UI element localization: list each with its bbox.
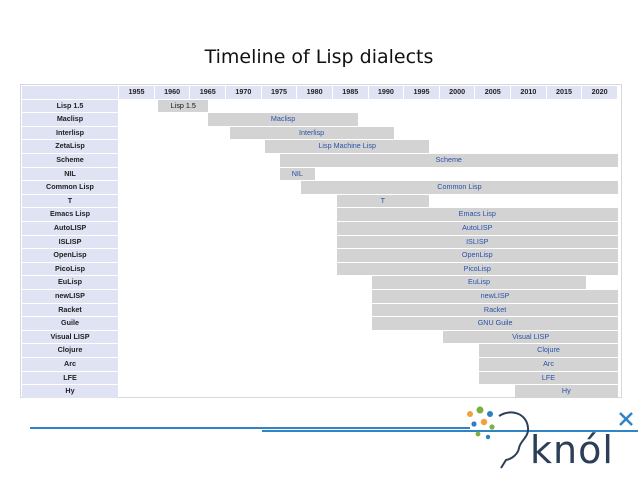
timeline-bar: T xyxy=(336,194,430,208)
year-header-1980: 1980 xyxy=(297,86,332,99)
timeline-grid: 1955 1960 1965 1970 1975 1980 1985 1990 1995 2000… xyxy=(22,86,618,398)
dialect-name: T xyxy=(22,194,118,208)
dialect-row-scheme: Scheme Scheme xyxy=(22,154,618,167)
timeline-bar: Clojure xyxy=(479,344,618,357)
dialect-row-picolisp: PicoLisp PicoLisp xyxy=(22,262,618,276)
dialect-row-racket: Racket Racket xyxy=(22,303,618,317)
timeline-bar: LFE xyxy=(479,371,618,385)
dialect-name: Emacs Lisp xyxy=(22,208,118,221)
slide-title: Timeline of Lisp dialects xyxy=(204,46,434,68)
timeline-bar: newLISP xyxy=(372,290,618,303)
year-header-2020: 2020 xyxy=(582,86,617,99)
dialect-name: AutoLISP xyxy=(22,222,118,235)
dialect-name: PicoLisp xyxy=(22,262,118,276)
knol-logo xyxy=(30,406,638,469)
timeline-bar: AutoLISP xyxy=(336,222,618,235)
dialect-row-maclisp: Maclisp Maclisp xyxy=(22,113,618,126)
timeline-bar: ISLISP xyxy=(336,235,618,249)
dialect-row-islisp: ISLISP ISLISP xyxy=(22,235,618,249)
timeline-bar: Scheme xyxy=(279,154,618,167)
dialect-row-nil: NIL NIL xyxy=(22,167,618,181)
timeline-bar: EuLisp xyxy=(372,276,586,289)
timeline-bar: Racket xyxy=(372,303,618,317)
dialect-name: Scheme xyxy=(22,154,118,167)
year-header-1975: 1975 xyxy=(261,86,297,99)
year-header-1960: 1960 xyxy=(154,86,190,99)
logo-wordmark: knól xyxy=(530,428,614,472)
dialect-row-eulisp: EuLisp EuLisp xyxy=(22,276,618,289)
dialect-name: Arc xyxy=(22,358,118,371)
dialect-name: EuLisp xyxy=(22,276,118,289)
dialect-name: Interlisp xyxy=(22,126,118,140)
dialect-row-newlisp: newLISP newLISP xyxy=(22,290,618,303)
year-header-2010: 2010 xyxy=(511,86,546,99)
dialect-name: Clojure xyxy=(22,344,118,357)
dialect-row-common-lisp: Common Lisp Common Lisp xyxy=(22,181,618,194)
timeline-bar: Arc xyxy=(479,358,618,371)
dialect-row-emacs-lisp: Emacs Lisp Emacs Lisp xyxy=(22,208,618,221)
dialect-name: ZetaLisp xyxy=(22,140,118,153)
timeline-bar: GNU Guile xyxy=(372,317,618,330)
year-header-row: 1955 1960 1965 1970 1975 1980 1985 1990 1995 2000… xyxy=(22,86,618,99)
dialect-name: Racket xyxy=(22,303,118,317)
dialect-row-guile: Guile GNU Guile xyxy=(22,317,618,330)
year-header-2015: 2015 xyxy=(546,86,582,99)
timeline-bar: Interlisp xyxy=(229,126,394,140)
dialect-name: LFE xyxy=(22,371,118,385)
year-header-1985: 1985 xyxy=(332,86,368,99)
dialect-row-visual-lisp: Visual LISP Visual LISP xyxy=(22,330,618,344)
dialect-row-clojure: Clojure Clojure xyxy=(22,344,618,357)
timeline-bar: Hy xyxy=(514,385,618,398)
dialect-row-hy: Hy Hy xyxy=(22,385,618,398)
year-header-2005: 2005 xyxy=(475,86,511,99)
dialect-row-zetalisp: ZetaLisp Lisp Machine Lisp xyxy=(22,140,618,153)
dialect-name: Guile xyxy=(22,317,118,330)
timeline-bar: PicoLisp xyxy=(336,262,618,276)
timeline-bar: Maclisp xyxy=(208,113,358,126)
dialect-name: OpenLisp xyxy=(22,249,118,262)
dialect-row-openlisp: OpenLisp OpenLisp xyxy=(22,249,618,262)
dialect-name: Lisp 1.5 xyxy=(22,99,118,113)
timeline-bar: Common Lisp xyxy=(300,181,618,194)
dialect-name: Visual LISP xyxy=(22,330,118,344)
dialect-name: ISLISP xyxy=(22,235,118,249)
dialect-row-interlisp: Interlisp Interlisp xyxy=(22,126,618,140)
dialect-name: Maclisp xyxy=(22,113,118,126)
year-header-1995: 1995 xyxy=(404,86,439,99)
year-header-1970: 1970 xyxy=(226,86,261,99)
timeline-bar: Lisp Machine Lisp xyxy=(265,140,430,153)
year-header-1955: 1955 xyxy=(119,86,154,99)
year-header-1990: 1990 xyxy=(368,86,404,99)
dialect-name: Common Lisp xyxy=(22,181,118,194)
dialect-name: NIL xyxy=(22,167,118,181)
dialect-row-arc: Arc Arc xyxy=(22,358,618,371)
timeline-bar: Lisp 1.5 xyxy=(158,99,209,113)
logo-head-icon xyxy=(467,406,530,469)
timeline-bar: Emacs Lisp xyxy=(336,208,618,221)
dialect-row-lisp-1-5: Lisp 1.5 Lisp 1.5 xyxy=(22,99,618,113)
dialect-name: Hy xyxy=(22,385,118,398)
dialect-row-lfe: LFE LFE xyxy=(22,371,618,385)
year-header-1965: 1965 xyxy=(190,86,226,99)
timeline-bar: NIL xyxy=(279,167,316,181)
header-corner-cell xyxy=(22,86,118,99)
dialect-name: newLISP xyxy=(22,290,118,303)
timeline-bar: OpenLisp xyxy=(336,249,618,262)
dialect-row-autolisp: AutoLISP AutoLISP xyxy=(22,222,618,235)
timeline-bar: Visual LISP xyxy=(443,330,618,344)
year-header-2000: 2000 xyxy=(439,86,475,99)
